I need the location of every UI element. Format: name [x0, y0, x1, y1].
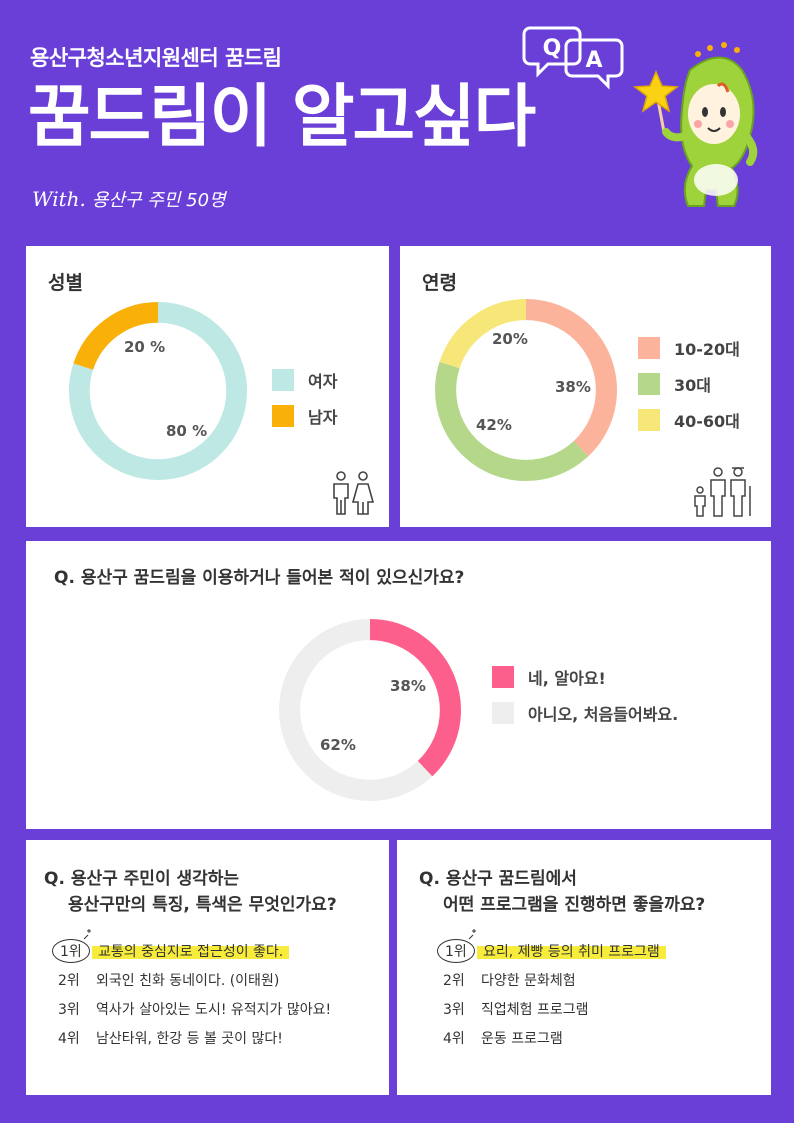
legend-aware-no: 아니오, 처음들어봐요.	[492, 695, 678, 731]
mascot-icon	[632, 42, 758, 207]
programs-question-line1: Q. 용산구 꿈드림에서	[419, 869, 577, 889]
age-legend: 10-20대 30대 40-60대	[638, 330, 740, 438]
qa-q: Q	[543, 36, 562, 61]
donut-slice-1	[279, 619, 461, 801]
legend-swatch-age-1020	[638, 337, 660, 359]
gender-donut-chart	[68, 301, 248, 481]
legend-label-female: 여자	[308, 372, 338, 391]
age-1020-pct: 38%	[555, 378, 591, 396]
awareness-donut-chart	[279, 619, 461, 801]
rank-badge: 1위	[437, 938, 475, 963]
respondents-text: 용산구 주민 50명	[91, 190, 226, 211]
age-card: 연령 20% 38% 42% 10-20대 30대 40-60대	[400, 246, 771, 527]
sparkle-icon	[468, 928, 476, 939]
gender-legend: 여자 남자	[272, 362, 337, 434]
age-4060-pct: 20%	[492, 330, 528, 348]
programs-rank-list: 1위 요리, 제빵 등의 취미 프로그램 2위 다양한 문화체험 3위 직업체험…	[433, 928, 763, 1052]
page-title: 꿈드림이 알고싶다	[28, 78, 536, 157]
legend-label-age-30: 30대	[674, 376, 711, 395]
man-woman-icon	[333, 471, 375, 515]
legend-female: 여자	[272, 362, 337, 398]
legend-label-aware-no: 아니오, 처음들어봐요.	[528, 705, 679, 724]
donut-slice-2	[435, 299, 617, 481]
legend-age-1020: 10-20대	[638, 330, 740, 366]
rank-text: 다양한 문화체험	[481, 972, 576, 989]
list-item: 3위 역사가 살아있는 도시! 유적지가 많아요!	[48, 994, 381, 1023]
list-item: 4위 남산타워, 한강 등 볼 곳이 많다!	[48, 1023, 381, 1052]
awareness-no-pct: 62%	[320, 736, 356, 754]
programs-question: Q. 용산구 꿈드림에서 어떤 프로그램을 진행하면 좋을까요?	[419, 866, 705, 918]
rank-text: 요리, 제빵 등의 취미 프로그램	[477, 940, 666, 961]
donut-slice-1	[68, 301, 248, 481]
org-name: 용산구청소년지원센터 꿈드림	[30, 46, 282, 70]
sparkle-icon	[83, 928, 91, 939]
programs-question-line2: 어떤 프로그램을 진행하면 좋을까요?	[443, 895, 706, 915]
rank-text: 교통의 중심지로 접근성이 좋다.	[92, 940, 290, 961]
legend-label-male: 남자	[308, 408, 338, 427]
rank-number: 4위	[58, 1030, 80, 1047]
rank-text: 직업체험 프로그램	[481, 1001, 589, 1018]
legend-swatch-age-30	[638, 373, 660, 395]
legend-male: 남자	[272, 398, 337, 434]
traits-rank-list: 1위 교통의 중심지로 접근성이 좋다. 2위 외국인 친화 동네이다. (이태…	[48, 928, 381, 1052]
gender-female-pct: 80 %	[166, 422, 208, 440]
donut-slice-1	[435, 299, 617, 481]
qa-bubble-icon: Q A	[522, 26, 624, 90]
legend-label-age-4060: 40-60대	[674, 412, 740, 431]
respondents-line: With. 용산구 주민 50명	[32, 186, 226, 212]
legend-swatch-aware-no	[492, 702, 514, 724]
gender-title: 성별	[48, 272, 83, 294]
age-donut-chart	[435, 299, 617, 481]
list-item: 2위 외국인 친화 동네이다. (이태원)	[48, 965, 381, 994]
qa-a: A	[585, 48, 602, 73]
legend-swatch-aware-yes	[492, 666, 514, 688]
list-item: 1위 요리, 제빵 등의 취미 프로그램	[433, 928, 763, 965]
legend-swatch-male	[272, 405, 294, 427]
legend-label-aware-yes: 네, 알아요!	[528, 669, 606, 688]
gender-male-pct: 20 %	[124, 338, 166, 356]
legend-age-30: 30대	[638, 366, 740, 402]
legend-swatch-age-4060	[638, 409, 660, 431]
rank-number: 4위	[443, 1030, 465, 1047]
rank-number: 3위	[443, 1001, 465, 1018]
awareness-yes-pct: 38%	[390, 677, 426, 695]
legend-swatch-female	[272, 369, 294, 391]
legend-age-4060: 40-60대	[638, 402, 740, 438]
family-icon	[694, 467, 751, 517]
rank-text: 남산타워, 한강 등 볼 곳이 많다!	[96, 1030, 283, 1047]
awareness-question: Q. 용산구 꿈드림을 이용하거나 들어본 적이 있으신가요?	[54, 568, 465, 588]
rank-number: 2위	[443, 972, 465, 989]
rank-number: 3위	[58, 1001, 80, 1018]
age-30-pct: 42%	[476, 416, 512, 434]
rank-text: 역사가 살아있는 도시! 유적지가 많아요!	[96, 1001, 332, 1018]
list-item: 4위 운동 프로그램	[433, 1023, 763, 1052]
programs-card: Q. 용산구 꿈드림에서 어떤 프로그램을 진행하면 좋을까요? 1위 요리, …	[397, 840, 771, 1095]
legend-label-age-1020: 10-20대	[674, 340, 740, 359]
legend-aware-yes: 네, 알아요!	[492, 659, 678, 695]
with-prefix: With.	[32, 187, 86, 211]
list-item: 2위 다양한 문화체험	[433, 965, 763, 994]
awareness-legend: 네, 알아요! 아니오, 처음들어봐요.	[492, 659, 678, 731]
rank-badge: 1위	[52, 938, 90, 963]
rank-text: 외국인 친화 동네이다. (이태원)	[96, 972, 280, 989]
list-item: 3위 직업체험 프로그램	[433, 994, 763, 1023]
traits-question-line2: 용산구만의 특징, 특색은 무엇인가요?	[68, 895, 337, 915]
gender-card: 성별 20 % 80 % 여자 남자	[26, 246, 389, 527]
list-item: 1위 교통의 중심지로 접근성이 좋다.	[48, 928, 381, 965]
traits-question: Q. 용산구 주민이 생각하는 용산구만의 특징, 특색은 무엇인가요?	[44, 866, 337, 918]
traits-question-line1: Q. 용산구 주민이 생각하는	[44, 869, 240, 889]
traits-card: Q. 용산구 주민이 생각하는 용산구만의 특징, 특색은 무엇인가요? 1위 …	[26, 840, 389, 1095]
awareness-card: Q. 용산구 꿈드림을 이용하거나 들어본 적이 있으신가요? 38% 62% …	[26, 541, 771, 829]
rank-number: 2위	[58, 972, 80, 989]
rank-text: 운동 프로그램	[481, 1030, 563, 1047]
age-title: 연령	[422, 272, 457, 294]
